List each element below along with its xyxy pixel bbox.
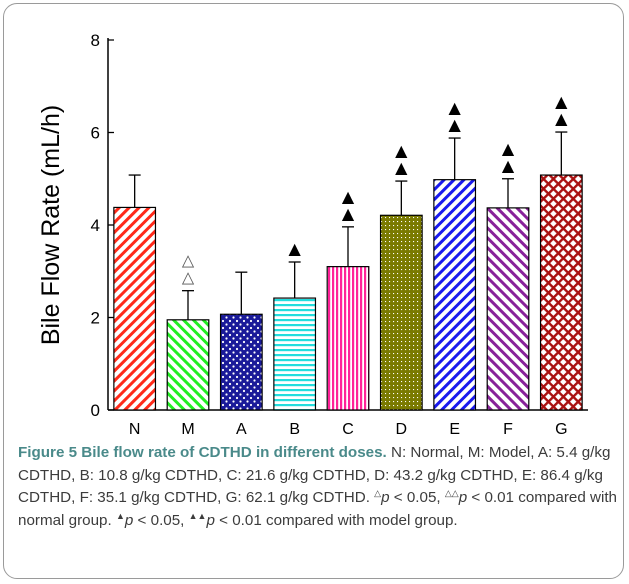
x-tick-label: A [236,421,247,434]
significance-mark: ▲ [289,239,302,258]
x-tick-label: F [503,421,513,434]
significance-mark: ▲ [502,156,515,175]
bar-A [219,313,263,411]
x-tick-label: M [181,421,194,434]
figure-caption: Figure 5 Bile flow rate of CDTHD in diff… [18,442,618,532]
caption-text-1: N: Normal, M: Model, A: 5.4 g/kg CDTHD, … [18,444,611,506]
bar-F [486,207,530,411]
x-tick-label: E [449,421,460,434]
caption-text-2: < 0.05, [389,489,445,506]
caption-text-4: < 0.05, [133,511,189,529]
bar-C [326,266,370,411]
x-tick-label: D [396,421,408,434]
x-tick-label: G [555,421,567,434]
double-filled-triangle-symbol: ▲▲ [188,510,207,521]
y-tick-label: 0 [91,401,100,420]
p-value-label: p [458,489,468,506]
significance-mark: ▲ [342,187,355,206]
bar-B [273,297,317,411]
bar-E [433,179,477,411]
caption-text-5: < 0.01 compared with model group. [214,511,458,529]
y-axis-title: Bile Flow Rate (mL/h) [37,105,65,345]
y-tick-label: 6 [91,124,100,143]
significance-mark: ▲ [555,92,568,111]
figure-frame: 0 2 4 6 8 Bile Flow Rate (mL/h) N M △ △ A B ▲ C ▲ ▲ D ▲ ▲ E… [3,3,624,579]
bar-N [113,206,157,411]
significance-mark: ▲ [502,139,515,158]
bar-D [379,214,423,411]
y-tick-label: 2 [91,309,100,328]
p-value-label: p [206,511,215,529]
y-tick-label: 8 [91,31,100,50]
x-tick-label: N [129,421,141,434]
x-tick-label: B [289,421,300,434]
double-open-triangle-symbol: △△ [444,487,459,498]
bar-M [166,319,210,411]
significance-mark: ▲ [449,115,462,134]
caption-text-3: < 0.01 compared with normal group. [18,489,617,529]
significance-mark: ▲ [342,204,355,223]
significance-mark: ▲ [555,109,568,128]
significance-mark: ▲ [395,141,408,160]
bar-G [539,174,583,411]
significance-mark: ▲ [449,98,462,117]
x-tick-label: C [342,421,354,434]
y-tick-label: 4 [91,216,100,235]
p-value-label: p [381,489,390,506]
significance-mark: △ [182,251,195,270]
significance-mark: △ [182,268,195,287]
filled-triangle-symbol: ▲ [115,510,125,521]
open-triangle-symbol: △ [374,487,382,498]
significance-mark: ▲ [395,158,408,177]
p-value-label: p [124,511,134,529]
caption-title: Figure 5 Bile flow rate of CDTHD in diff… [18,444,387,461]
